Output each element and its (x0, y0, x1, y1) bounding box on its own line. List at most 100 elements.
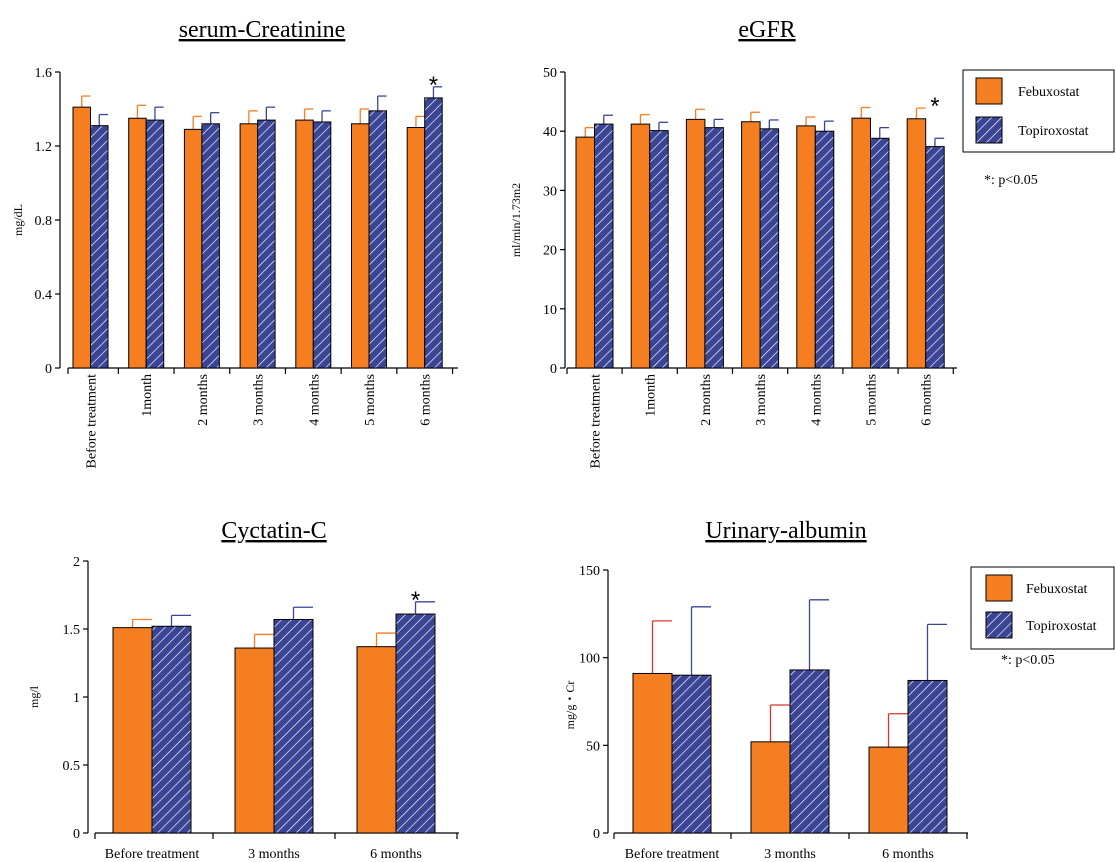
bar-topiroxostat (273, 618, 314, 834)
legend-swatch-topiroxostat (985, 611, 1013, 639)
x-tick-label: Before treatment (589, 374, 604, 469)
y-tick-label: 0.5 (63, 759, 81, 774)
significance-marker: * (930, 93, 939, 120)
y-tick-label: 0.8 (35, 214, 53, 229)
y-tick-label: 50 (586, 739, 600, 754)
y-tick-label: 40 (543, 125, 557, 140)
significance-note: *: p<0.05 (1001, 653, 1055, 668)
y-tick-label: 1.5 (63, 623, 81, 638)
bar-topiroxostat (201, 123, 220, 369)
legend-label-febuxostat: Febuxostat (1018, 85, 1080, 100)
bar-topiroxostat (395, 613, 436, 834)
bar-febuxostat (183, 128, 203, 369)
significance-marker: * (429, 72, 438, 99)
y-axis-label: mg/g・Cr (563, 681, 577, 730)
x-tick-label: 6 months (419, 374, 434, 426)
y-tick-label: 0.4 (35, 288, 53, 303)
bar-topiroxostat (90, 125, 109, 369)
y-axis-label: ml/min/1.73m2 (509, 183, 523, 257)
x-tick-label: Before treatment (625, 847, 720, 862)
bar-febuxostat (868, 746, 909, 834)
bar-topiroxostat (671, 674, 712, 834)
y-axis-label: mg/dL (11, 204, 25, 236)
bar-febuxostat (906, 118, 927, 369)
y-tick-label: 0 (45, 362, 52, 377)
x-tick-label: 2 months (699, 374, 714, 426)
bar-topiroxostat (907, 679, 948, 834)
y-tick-label: 100 (579, 652, 600, 667)
x-tick-label: 3 months (764, 847, 816, 862)
bar-febuxostat (632, 672, 673, 834)
bar-topiroxostat (424, 97, 443, 369)
chart-title: Cyctatin-C (221, 518, 326, 544)
x-tick-label: 1month (644, 374, 659, 417)
bar-febuxostat (112, 627, 153, 834)
significance-marker: * (411, 587, 420, 614)
y-tick-label: 150 (579, 564, 600, 579)
bar-febuxostat (128, 117, 147, 369)
chart-serum-creatinine: serum-Creatinine mg/dL 0 0.4 0.8 1.2 1.6 Befo… (11, 17, 458, 468)
x-tick-label: 4 months (307, 374, 322, 426)
bar-topiroxostat (789, 669, 830, 834)
x-tick-label: Before treatment (105, 847, 200, 862)
chart-cystatin-c: Cyctatin-C mg/l 0 0.5 1 1.5 2 Before treatmen… (27, 518, 459, 862)
y-tick-label: 1 (73, 691, 80, 706)
x-tick-label: 5 months (363, 374, 378, 426)
legend-swatch-topiroxostat (975, 116, 1003, 144)
y-tick-label: 30 (543, 184, 557, 199)
x-tick-label: 5 months (865, 374, 880, 426)
bar-topiroxostat (870, 137, 890, 369)
bar-febuxostat (851, 117, 871, 369)
bar-topiroxostat (594, 123, 614, 369)
y-axis-label: mg/l (27, 685, 41, 708)
legend-bottom: Febuxostat Topiroxostat *: p<0.05 (970, 566, 1115, 668)
bar-febuxostat (295, 119, 314, 369)
bar-topiroxostat (704, 127, 724, 369)
bar-febuxostat (575, 136, 595, 369)
x-tick-label: 1month (140, 374, 155, 417)
significance-note: *: p<0.05 (984, 173, 1038, 188)
x-tick-label: 2 months (196, 374, 211, 426)
bar-topiroxostat (257, 119, 276, 369)
y-tick-label: 10 (543, 303, 557, 318)
chart-title: eGFR (738, 17, 795, 43)
x-tick-label: 3 months (252, 374, 267, 426)
y-tick-label: 2 (73, 555, 80, 570)
bar-febuxostat (351, 123, 370, 369)
bar-topiroxostat (759, 128, 780, 369)
bar-febuxostat (72, 106, 91, 369)
x-tick-label: 6 months (882, 847, 934, 862)
chart-egfr: eGFR ml/min/1.73m2 0 10 20 30 40 50 Before tre… (509, 17, 957, 468)
bar-febuxostat (796, 125, 816, 369)
bar-febuxostat (239, 123, 259, 369)
bar-febuxostat (685, 118, 706, 369)
legend-swatch-febuxostat (975, 77, 1003, 105)
bar-topiroxostat (649, 130, 669, 369)
bar-topiroxostat (312, 121, 332, 369)
bar-febuxostat (406, 127, 426, 369)
y-tick-label: 20 (543, 244, 557, 259)
bar-febuxostat (234, 647, 275, 834)
chart-title: serum-Creatinine (179, 17, 346, 43)
x-tick-label: 6 months (920, 374, 935, 426)
bar-febuxostat (741, 121, 761, 369)
chart-urinary-albumin: Urinary-albumin mg/g・Cr 0 50 100 150 Before … (563, 518, 968, 862)
legend-top: Febuxostat Topiroxostat *: p<0.05 (962, 69, 1115, 188)
bar-febuxostat (630, 123, 651, 369)
bar-topiroxostat (925, 146, 945, 369)
bar-topiroxostat (368, 110, 387, 369)
legend-label-topiroxostat: Topiroxostat (1026, 619, 1097, 634)
chart-title: Urinary-albumin (705, 518, 866, 544)
x-tick-label: 3 months (754, 374, 769, 426)
y-tick-label: 1.6 (35, 66, 53, 81)
bar-febuxostat (750, 741, 791, 834)
x-tick-label: Before treatment (85, 374, 100, 469)
y-tick-label: 0 (73, 827, 80, 842)
legend-swatch-febuxostat (985, 574, 1013, 602)
legend-label-febuxostat: Febuxostat (1026, 582, 1088, 597)
legend-label-topiroxostat: Topiroxostat (1018, 124, 1089, 139)
x-tick-label: 3 months (248, 847, 300, 862)
bar-topiroxostat (151, 625, 192, 834)
bar-topiroxostat (814, 130, 835, 369)
